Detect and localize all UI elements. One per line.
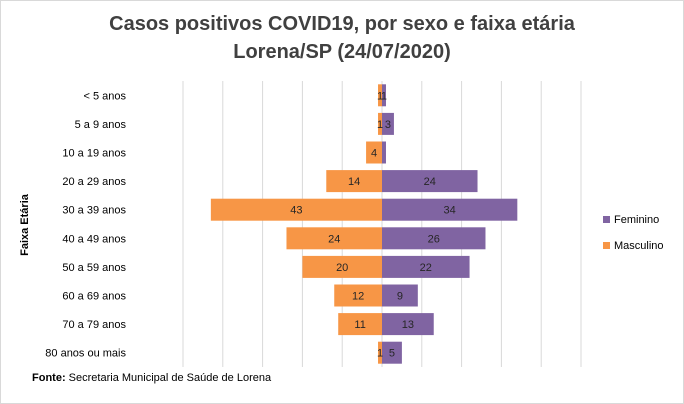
bar-masculino [286,227,382,250]
chart-title-line1: Casos positivos COVID19, por sexo e faix… [109,13,576,35]
data-label: 12 [352,291,364,303]
category-label: < 5 anos [83,90,126,102]
bar-masculino [378,341,382,364]
bar-feminino [382,284,418,307]
y-axis-label: Faixa Etária [19,193,31,256]
data-label: 1 [377,90,383,102]
source-text: Secretaria Municipal de Saúde de Lorena [68,372,272,384]
bar-feminino [382,313,434,336]
data-label: 26 [428,233,440,245]
category-label: 5 a 9 anos [75,119,127,131]
bar-masculino [334,284,382,307]
data-label: 5 [389,348,395,360]
bar-masculino [378,84,382,107]
bar-masculino [302,255,382,278]
bar-masculino [210,198,382,221]
bar-feminino [382,341,402,364]
source-label: Fonte: [32,372,66,384]
bar-feminino [382,84,386,107]
bar-masculino [366,141,382,164]
bar-feminino [382,255,470,278]
bar-feminino [382,170,478,193]
bar-feminino [382,227,486,250]
chart-title-line2: Lorena/SP (24/07/2020) [233,41,451,63]
bar-feminino [382,112,394,135]
legend-swatch [603,242,610,249]
data-label: 34 [444,205,456,217]
data-label: 1 [377,119,383,131]
data-label: 20 [336,262,348,274]
category-label: 40 a 49 anos [62,233,126,245]
category-label: 50 a 59 anos [62,262,126,274]
bar-feminino [382,198,518,221]
legend-label: Feminino [614,214,659,226]
legend: Feminino Masculino [603,214,664,252]
data-label: 24 [328,233,340,245]
category-label: 10 a 19 anos [62,148,126,160]
data-label: 43 [290,205,302,217]
data-label: 14 [348,176,360,188]
category-labels: < 5 anos 5 a 9 anos 10 a 19 anos 20 a 29 an… [45,90,126,359]
category-label: 30 a 39 anos [62,205,126,217]
data-label: 24 [424,176,436,188]
category-label: 70 a 79 anos [62,319,126,331]
data-label: 11 [354,319,365,331]
bar-masculino [326,170,382,193]
bar-feminino [382,141,386,164]
data-label: 13 [402,319,414,331]
bar-masculino [338,313,382,336]
data-label: 1 [381,90,387,102]
legend-swatch [603,216,610,223]
category-label: 20 a 29 anos [62,176,126,188]
legend-label: Masculino [614,240,664,252]
data-label: 22 [420,262,432,274]
data-label: 4 [371,148,377,160]
category-label: 60 a 69 anos [62,291,126,303]
data-label: 1 [377,348,383,360]
category-label: 80 anos ou mais [45,348,126,360]
data-label: 9 [397,291,403,303]
bar-masculino [378,112,382,135]
source-note: Fonte: Secretaria Municipal de Saúde de … [32,372,271,384]
data-label: 3 [385,119,391,131]
